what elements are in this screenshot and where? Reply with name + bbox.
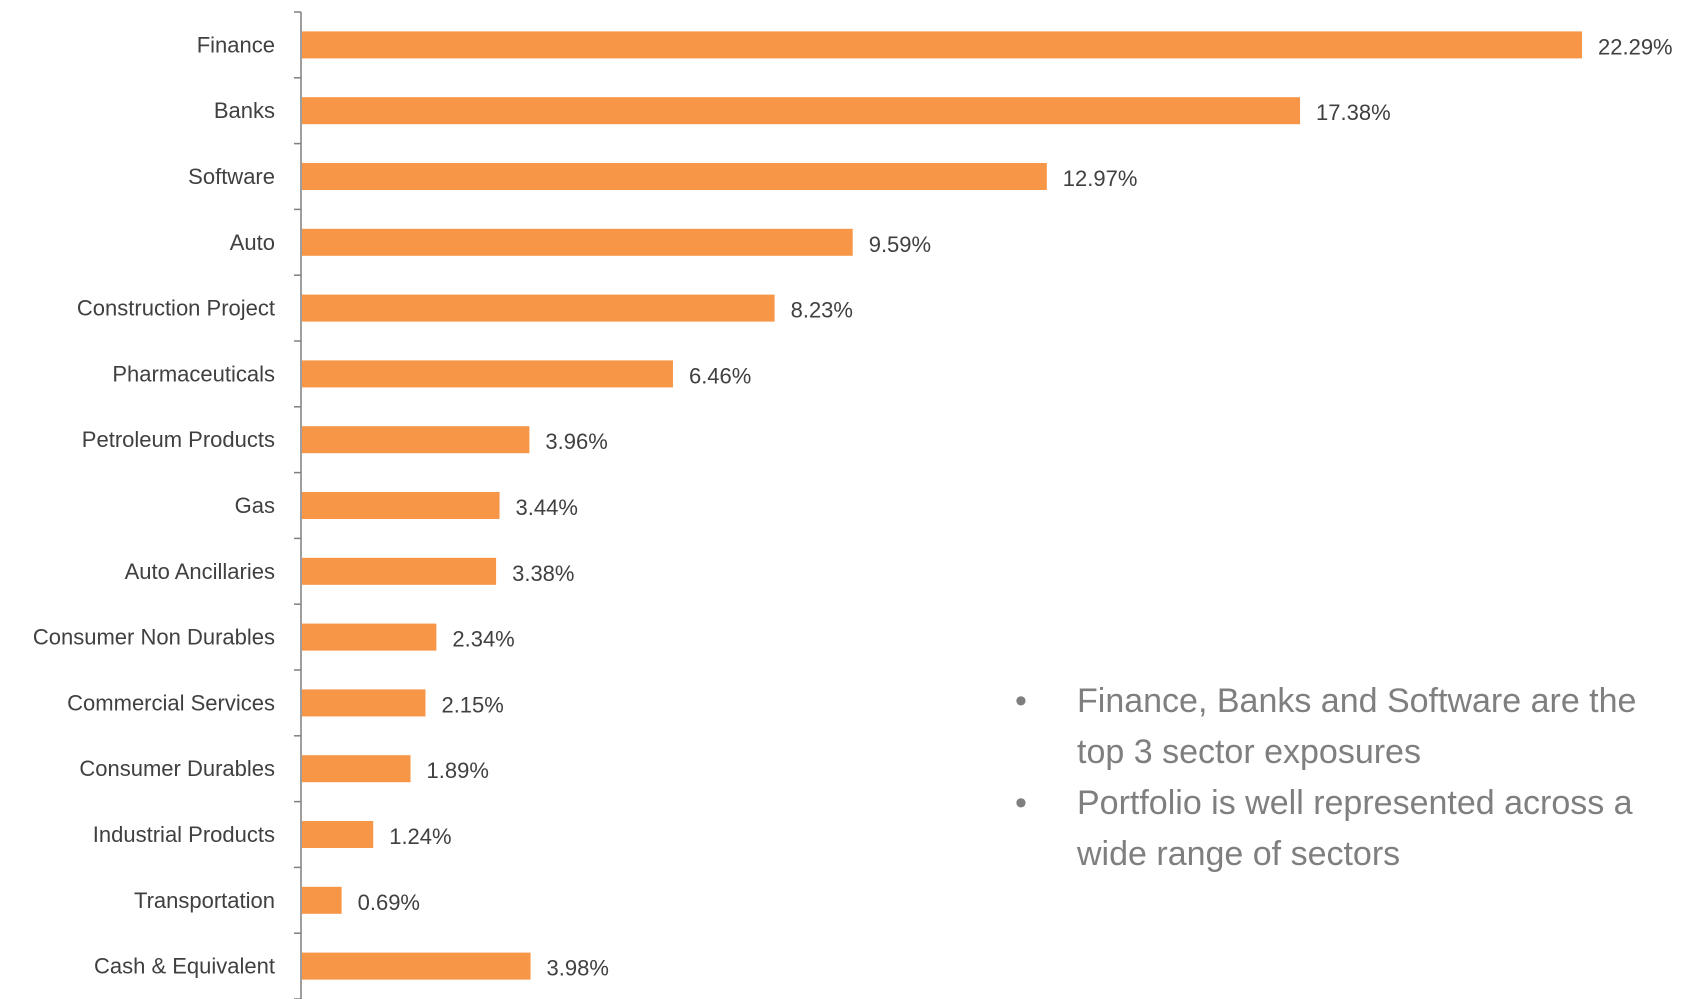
data-label: 3.96%	[545, 429, 607, 454]
bar	[302, 952, 531, 980]
data-label: 9.59%	[869, 232, 931, 257]
bar	[302, 163, 1047, 190]
category-label: Pharmaceuticals	[112, 361, 275, 386]
category-label: Auto	[230, 230, 275, 255]
data-label: 3.38%	[512, 561, 574, 586]
data-label: 17.38%	[1316, 100, 1391, 125]
commentary-item: • Finance, Banks and Software are the to…	[1015, 676, 1675, 778]
data-label: 0.69%	[358, 890, 420, 915]
category-label: Industrial Products	[93, 822, 275, 847]
bar	[302, 294, 775, 322]
bars-group	[302, 31, 1582, 980]
commentary-text: Finance, Banks and Software are the top …	[1077, 682, 1637, 771]
bar	[302, 360, 673, 388]
commentary-list: • Finance, Banks and Software are the to…	[1015, 676, 1675, 880]
bar	[302, 821, 374, 848]
commentary-text: Portfolio is well represented across a w…	[1077, 784, 1633, 873]
data-label: 1.24%	[389, 824, 451, 849]
bar	[302, 557, 497, 585]
category-label: Transportation	[134, 888, 275, 913]
bar	[302, 426, 530, 454]
bar	[302, 97, 1301, 125]
category-label: Commercial Services	[67, 690, 275, 715]
data-label: 22.29%	[1598, 34, 1673, 59]
category-label: Cash & Equivalent	[94, 954, 275, 979]
value-labels-group: 22.29% 17.38% 12.97% 9.59% 8.23% 6.46% 3.96% 3.…	[358, 34, 1673, 980]
data-label: 2.34%	[452, 627, 514, 652]
category-axis	[294, 11, 302, 999]
category-label: Consumer Durables	[79, 756, 275, 781]
data-label: 8.23%	[791, 298, 853, 323]
bar	[302, 623, 437, 651]
bar	[302, 689, 426, 717]
bullet-icon: •	[1015, 682, 1027, 720]
bullet-icon: •	[1015, 784, 1027, 822]
data-label: 3.44%	[516, 495, 578, 520]
bar	[302, 755, 411, 783]
category-label: Petroleum Products	[82, 427, 275, 452]
category-label: Finance	[197, 32, 275, 57]
data-label: 6.46%	[689, 363, 751, 388]
category-label: Gas	[235, 493, 275, 518]
bar	[302, 228, 853, 256]
data-label: 1.89%	[427, 758, 489, 783]
data-label: 2.15%	[441, 692, 503, 717]
bar	[302, 886, 342, 914]
data-label: 3.98%	[547, 956, 609, 981]
bar	[302, 492, 500, 519]
category-label: Banks	[214, 98, 275, 123]
data-label: 12.97%	[1063, 166, 1138, 191]
bar	[302, 31, 1582, 59]
category-label: Consumer Non Durables	[33, 625, 275, 650]
category-label: Construction Project	[77, 296, 275, 321]
category-labels-group: Finance Banks Software Auto Construction Pro…	[33, 32, 275, 978]
category-label: Software	[188, 164, 275, 189]
commentary-item: • Portfolio is well represented across a…	[1015, 778, 1675, 880]
category-label: Auto Ancillaries	[125, 559, 275, 584]
